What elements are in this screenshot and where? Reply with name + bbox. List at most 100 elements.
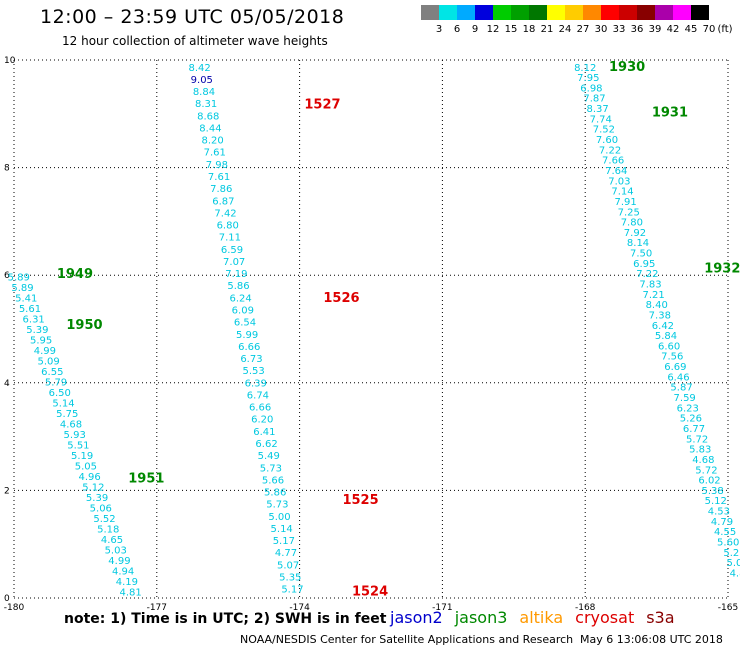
wave-height-value: 7.59 [674,393,696,404]
colorbar-label: 15 [505,24,518,35]
wave-height-plot: -180 -177 -174 -171 -168 -165 0 2 4 6 8 10 8.429.05… [4,56,740,610]
wave-height-value: 4.81 [119,587,141,598]
wave-height-value: 9.05 [191,75,213,86]
wave-height-value: 6.55 [41,367,63,378]
wave-height-value: 7.64 [605,166,627,177]
colorbar-swatch [601,5,619,20]
y-tick-label: 2 [4,486,10,496]
wave-height-value: 7.14 [611,187,633,198]
y-tick-label: 0 [4,594,10,604]
wave-height-value: 8.42 [189,63,211,74]
y-tick-label: 8 [4,164,10,174]
wave-height-value: 5.05 [75,461,97,472]
wave-height-value: 8.44 [199,123,221,134]
wave-height-value: 7.92 [624,228,646,239]
colorbar-swatch [475,5,493,20]
wave-height-value: 6.60 [658,341,680,352]
colorbar-swatch [655,5,673,20]
colorbar-label: 6 [454,24,460,35]
wave-height-value: 7.66 [602,156,624,167]
wave-height-value: 5.26 [680,414,702,425]
colorbar-swatch [547,5,565,20]
pass-time-label: 1527 [304,97,340,112]
wave-height-value: 4.79 [711,517,733,528]
altimeter-tracks: 8.429.058.848.318.688.448.207.617.987.61… [8,63,740,599]
wave-height-value: 5.66 [262,475,284,486]
wave-height-value: 4.55 [714,527,736,538]
colorbar-label: 70 [703,24,716,35]
wave-height-value: 7.60 [596,135,618,146]
wave-height-value: 5.39 [26,325,48,336]
altimeter-track-1: 8.429.058.848.318.688.448.207.617.987.61… [189,63,304,596]
wave-height-value: 5.18 [97,524,119,535]
wave-height-value: 7.91 [614,197,636,208]
wave-height-value: 4.53 [708,507,730,518]
wave-height-value: 7.07 [223,257,245,268]
colorbar-swatch [529,5,547,20]
chart-subtitle: 12 hour collection of altimeter wave hei… [62,34,328,48]
wave-height-value: 7.83 [639,279,661,290]
chart-title: 12:00 – 23:59 UTC 05/05/2018 [40,6,345,28]
wave-height-value: 7.22 [599,145,621,156]
colorbar-label: 30 [595,24,608,35]
wave-height-value: 6.59 [221,245,243,256]
wave-height-value: 8.37 [587,104,609,115]
wave-height-value: 6.87 [212,196,234,207]
wave-height-value: 5.0 [726,558,740,569]
wave-height-value: 5.52 [93,514,115,525]
x-tick-label: -177 [147,603,167,610]
wave-height-value: 5.49 [258,451,280,462]
satellite-jason2: jason2 [390,608,443,627]
pass-time-label: 1526 [323,291,359,306]
pass-time-labels: 1527152615251524193019311932193319491950… [57,60,740,600]
colorbar-label: 33 [613,24,626,35]
wave-height-value: 5.17 [281,585,303,596]
wave-height-value: 5.38 [702,486,724,497]
pass-time-label: 1949 [57,267,93,282]
wave-height-value: 6.09 [232,305,254,316]
colorbar-swatch [619,5,637,20]
wave-height-value: 6.73 [240,354,262,365]
wave-height-value: 5.79 [45,377,67,388]
y-tick-label: 4 [4,379,10,389]
wave-height-value: 7.52 [593,125,615,136]
wave-height-value: 6.46 [667,372,689,383]
wave-height-value: 6.69 [664,362,686,373]
wave-height-value: 7.38 [649,310,671,321]
colorbar-label: 12 [487,24,500,35]
wave-height-value: 7.98 [206,160,228,171]
x-tick-label: -180 [4,603,25,610]
colorbar-swatch [673,5,691,20]
wave-height-value: 5.53 [242,366,264,377]
wave-height-value: 5.86 [264,488,286,499]
wave-height-value: 5.87 [670,383,692,394]
credit-timestamp: May 6 13:06:08 UTC 2018 [580,633,723,646]
wave-height-value: 5.2 [723,548,739,559]
wave-height-value: 5.72 [695,465,717,476]
colorbar-swatch [511,5,529,20]
wave-height-value: 6.39 [245,378,267,389]
wave-height-value: 5.06 [90,503,112,514]
wave-height-value: 7.19 [225,269,247,280]
wave-height-value: 7.21 [642,290,664,301]
colorbar-swatch [565,5,583,20]
wave-height-value: 6.95 [633,259,655,270]
colorbar-label: 36 [631,24,644,35]
wave-height-value: 7.74 [590,114,612,125]
colorbar-label: 21 [541,24,554,35]
colorbar-label: (ft) [717,24,732,35]
wave-height-value: 5.89 [11,283,33,294]
wave-height-value: 5.09 [37,357,59,368]
wave-height-value: 4.94 [112,566,134,577]
pass-time-label: 1524 [352,584,388,599]
wave-height-value: 4.99 [108,556,130,567]
wave-height-value: 5.84 [655,331,677,342]
wave-height-value: 6.74 [247,390,269,401]
wave-height-value: 5.75 [56,409,78,420]
wave-height-value: 8.14 [627,238,649,249]
wave-height-value: 6.02 [698,476,720,487]
wave-height-value: 4.65 [101,535,123,546]
wave-height-value: 5.73 [260,463,282,474]
colorbar-label: 9 [472,24,478,35]
wave-height-value: 5.99 [236,330,258,341]
